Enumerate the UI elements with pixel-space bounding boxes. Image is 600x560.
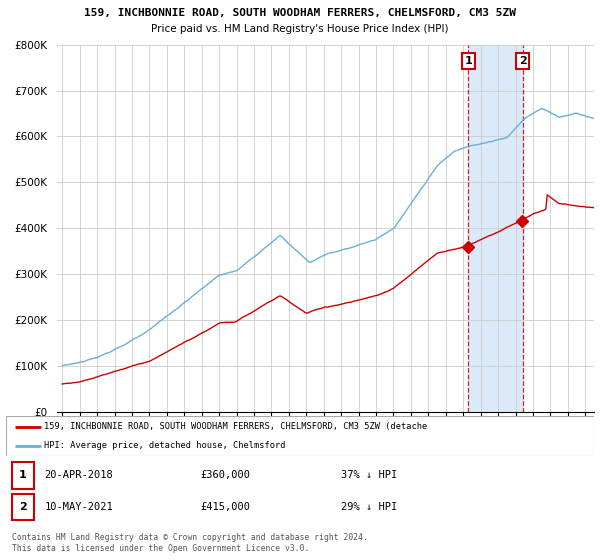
Text: 29% ↓ HPI: 29% ↓ HPI	[341, 502, 397, 512]
FancyBboxPatch shape	[6, 416, 594, 456]
FancyBboxPatch shape	[12, 493, 34, 520]
Text: 2: 2	[19, 502, 27, 512]
FancyBboxPatch shape	[12, 462, 34, 488]
Text: 37% ↓ HPI: 37% ↓ HPI	[341, 470, 397, 480]
Text: 2: 2	[518, 56, 526, 66]
Text: 1: 1	[19, 470, 27, 480]
Text: 10-MAY-2021: 10-MAY-2021	[44, 502, 113, 512]
Text: 159, INCHBONNIE ROAD, SOUTH WOODHAM FERRERS, CHELMSFORD, CM3 5ZW (detache: 159, INCHBONNIE ROAD, SOUTH WOODHAM FERR…	[44, 422, 427, 431]
Text: 1: 1	[464, 56, 472, 66]
Bar	[469, 45, 523, 412]
Text: £360,000: £360,000	[200, 470, 250, 480]
Text: Contains HM Land Registry data © Crown copyright and database right 2024.
This d: Contains HM Land Registry data © Crown c…	[12, 533, 368, 553]
Text: 20-APR-2018: 20-APR-2018	[44, 470, 113, 480]
Text: £415,000: £415,000	[200, 502, 250, 512]
Text: HPI: Average price, detached house, Chelmsford: HPI: Average price, detached house, Chel…	[44, 441, 286, 450]
Text: Price paid vs. HM Land Registry's House Price Index (HPI): Price paid vs. HM Land Registry's House …	[151, 24, 449, 34]
Text: 159, INCHBONNIE ROAD, SOUTH WOODHAM FERRERS, CHELMSFORD, CM3 5ZW: 159, INCHBONNIE ROAD, SOUTH WOODHAM FERR…	[84, 8, 516, 18]
